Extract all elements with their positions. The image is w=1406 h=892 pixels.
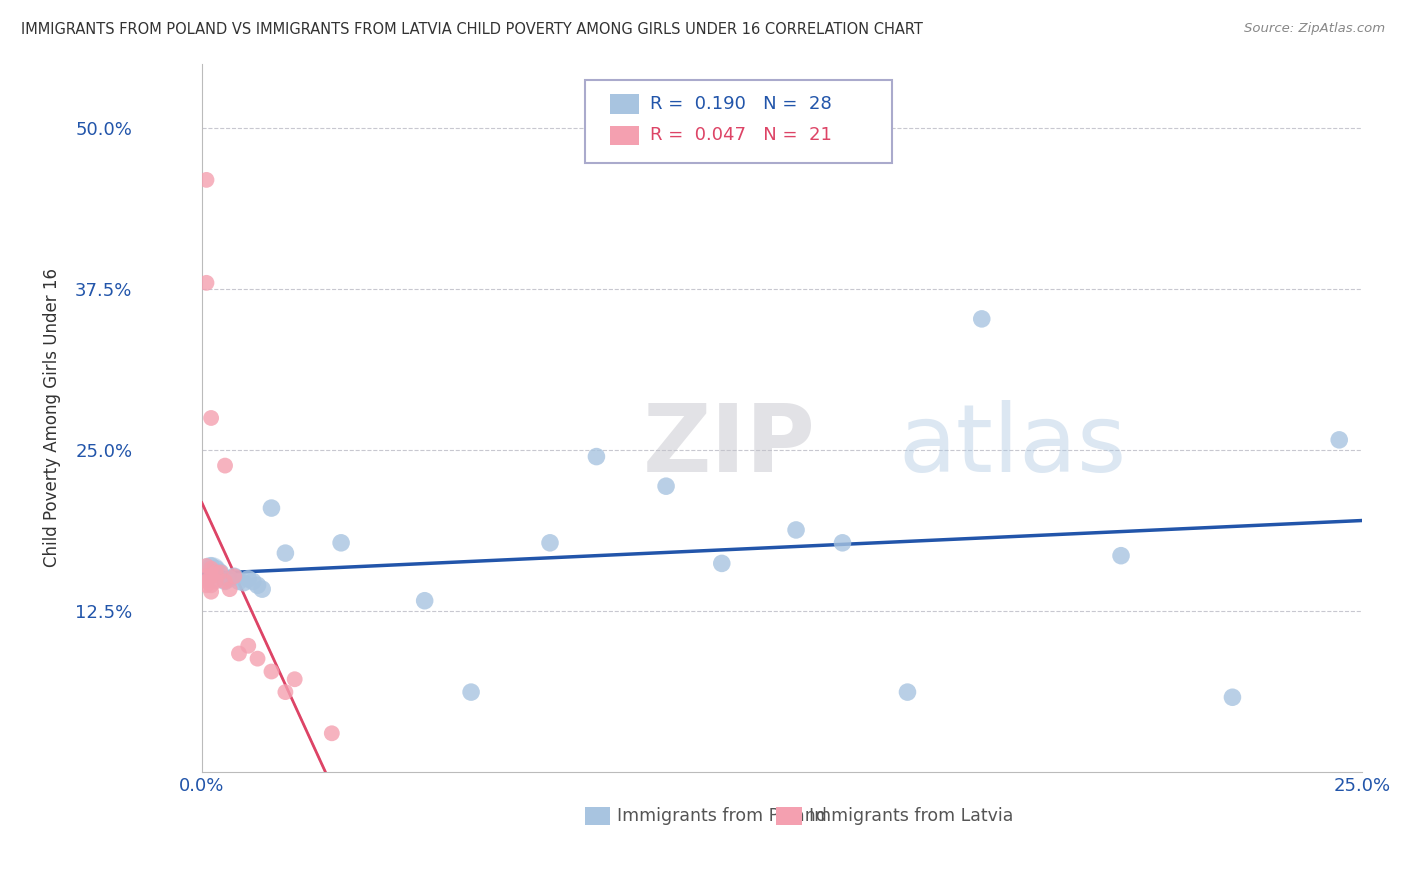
Point — [1109, 549, 1132, 563]
Point — [224, 569, 246, 583]
Point — [585, 450, 607, 464]
Point — [204, 574, 226, 589]
Bar — [610, 126, 640, 145]
Text: Immigrants from Poland: Immigrants from Poland — [617, 806, 827, 825]
Point — [204, 561, 226, 575]
Point — [260, 665, 283, 679]
Point — [209, 566, 232, 580]
Point — [228, 647, 250, 661]
Y-axis label: Child Poverty Among Girls Under 16: Child Poverty Among Girls Under 16 — [44, 268, 60, 567]
Point — [195, 173, 218, 187]
Point — [284, 672, 307, 686]
FancyBboxPatch shape — [585, 79, 893, 163]
Point — [228, 574, 250, 589]
Point — [1222, 690, 1244, 705]
Point — [195, 578, 218, 592]
Point — [200, 559, 222, 574]
Point — [321, 726, 343, 740]
Point — [200, 411, 222, 425]
Point — [204, 566, 226, 580]
Point — [274, 546, 297, 560]
Point — [250, 582, 273, 596]
Point — [260, 501, 283, 516]
Text: Immigrants from Latvia: Immigrants from Latvia — [808, 806, 1014, 825]
Point — [214, 574, 236, 589]
Text: R =  0.190   N =  28: R = 0.190 N = 28 — [650, 95, 831, 112]
Point — [200, 566, 222, 580]
Bar — [776, 807, 801, 825]
Point — [330, 536, 353, 550]
Point — [242, 574, 264, 589]
Text: Source: ZipAtlas.com: Source: ZipAtlas.com — [1244, 22, 1385, 36]
Point — [218, 582, 240, 596]
Point — [831, 536, 853, 550]
Point — [246, 651, 269, 665]
Point — [232, 575, 254, 590]
Point — [710, 557, 733, 571]
Point — [218, 572, 240, 586]
Text: IMMIGRANTS FROM POLAND VS IMMIGRANTS FROM LATVIA CHILD POVERTY AMONG GIRLS UNDER: IMMIGRANTS FROM POLAND VS IMMIGRANTS FRO… — [21, 22, 922, 37]
Text: atlas: atlas — [898, 401, 1126, 492]
Point — [209, 566, 232, 580]
Point — [413, 593, 436, 607]
Point — [655, 479, 678, 493]
Point — [460, 685, 482, 699]
Point — [195, 569, 218, 583]
Point — [538, 536, 561, 550]
Point — [896, 685, 918, 699]
Point — [785, 523, 807, 537]
Point — [200, 569, 222, 583]
Point — [195, 574, 218, 589]
Point — [1329, 433, 1351, 447]
Text: ZIP: ZIP — [643, 401, 815, 492]
Point — [200, 578, 222, 592]
Point — [238, 572, 260, 586]
Point — [195, 559, 218, 574]
Point — [224, 569, 246, 583]
Point — [214, 574, 236, 589]
Text: R =  0.047   N =  21: R = 0.047 N = 21 — [650, 126, 832, 144]
Point — [970, 311, 993, 326]
Bar — [585, 807, 610, 825]
Bar — [610, 95, 640, 113]
Point — [200, 561, 222, 575]
Point — [200, 584, 222, 599]
Point — [238, 639, 260, 653]
Point — [195, 276, 218, 290]
Point — [246, 578, 269, 592]
Point — [214, 458, 236, 473]
Point — [274, 685, 297, 699]
